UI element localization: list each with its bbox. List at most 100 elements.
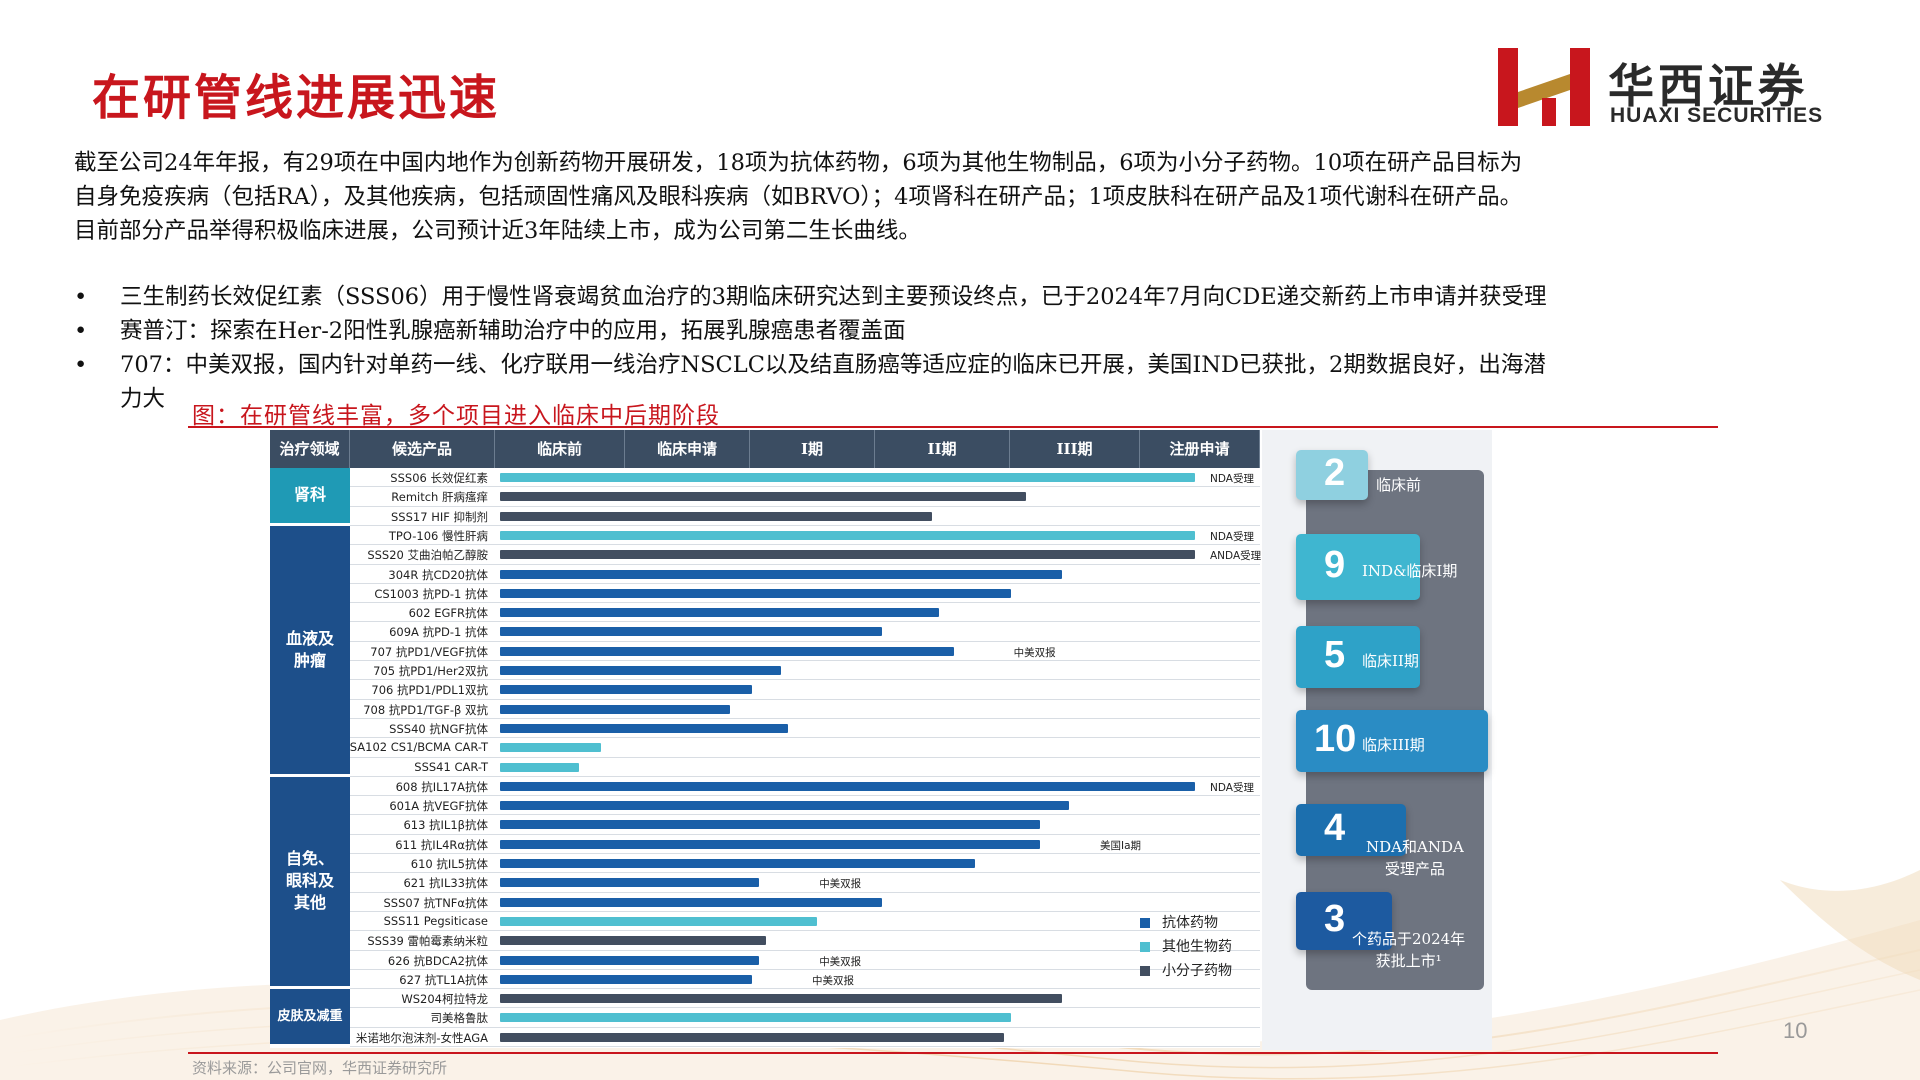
summary-label-line: IND&临床I期 [1362,562,1458,580]
summary-label-line: 临床III期 [1362,736,1425,754]
legend-swatch [1140,918,1150,928]
product-name: SSS41 CAR-T [414,759,488,774]
summary-label-line: NDA和ANDA [1366,838,1464,856]
progress-bar [500,839,1040,849]
bullet-dot: • [74,284,88,310]
table-header-cell: 候选产品 [350,430,495,468]
summary-box: 4 [1296,804,1406,856]
summary-label: 个药品于2024年 获批上市¹ [1352,928,1465,972]
summary-label: NDA和ANDA 受理产品 [1366,836,1464,880]
progress-bar [500,627,882,637]
progress-bar [500,743,601,753]
status-note: 中美双报 [812,974,854,987]
intro-paragraph: 截至公司24年年报，有29项在中国内地作为创新药物开展研发，18项为抗体药物，6… [74,146,1864,248]
legend-swatch [1140,966,1150,976]
progress-bar [500,801,1069,811]
progress-bar [500,994,1062,1004]
legend-label: 抗体药物 [1162,915,1218,931]
product-name: 304R 抗CD20抗体 [388,567,488,582]
progress-bar [500,492,1026,502]
summary-label-line: 获批上市¹ [1375,952,1442,970]
legend-item: 其他生物药 [1140,936,1232,956]
product-name: 621 抗IL33抗体 [403,876,488,891]
product-name: SSS11 Pegsiticase [383,913,488,928]
category-label: 血液及 [285,628,334,648]
summary-box: 5 [1296,626,1420,688]
bullet-item: • 赛普汀：探索在Her-2阳性乳腺癌新辅助治疗中的应用，拓展乳腺癌患者覆盖面 [74,314,1864,348]
category-label: 其他 [293,893,326,913]
summary-label-line: 个药品于2024年 [1352,930,1466,948]
product-name: Remitch 肝病瘙痒 [391,490,488,505]
product-name: 706 抗PD1/PDL1双抗 [371,683,488,698]
product-name: 611 抗IL4Rα抗体 [395,837,488,852]
product-name: 705 抗PD1/Her2双抗 [373,664,488,678]
progress-bar [500,762,580,772]
bullet-dot: • [74,352,88,378]
row-divider [350,891,1260,893]
status-note: 中美双报 [819,955,862,968]
progress-bar [500,511,932,521]
row-divider [350,853,1260,854]
table-header-cell: 治疗领域 [270,430,350,468]
table-header-cell: II期 [875,430,1010,468]
legend-label: 小分子药物 [1162,963,1232,979]
table-header-cell: I期 [750,430,875,468]
product-name: SSS17 HIF 抑制剂 [391,509,488,524]
legend-item: 小分子药物 [1140,960,1232,980]
progress-bar [500,473,1195,482]
progress-bar [500,530,1195,540]
row-divider [350,505,1260,507]
logo-english-name: HUAXI SECURITIES [1610,104,1824,127]
product-name: 601A 抗VEGF抗体 [389,799,488,814]
progress-bar [500,646,954,656]
figure-caption: 图：在研管线丰富，多个项目进入临床中后期阶段 [192,403,720,429]
bullet-continuation: 力大 [74,382,1864,416]
bullet-text: 三生制药长效促红素（SSS06）用于慢性肾衰竭贫血治疗的3期临床研究达到主要预设… [120,284,1547,310]
summary-count: 10 [1314,718,1357,760]
bullet-item: • 707：中美双报，国内针对单药一线、化疗联用一线治疗NSCLC以及结直肠癌等… [74,348,1864,382]
progress-bar [500,974,752,984]
table-header-cell: 注册申请 [1140,430,1260,468]
progress-bar [500,820,1040,830]
summary-label: 临床III期 [1362,734,1425,756]
summary-box: 3 [1296,892,1392,950]
summary-label: 临床II期 [1362,650,1419,672]
product-name: 609A 抗PD-1 抗体 [389,625,488,640]
progress-bar [500,685,752,695]
huaxi-logo-icon [1498,48,1590,126]
product-name: 707 抗PD1/VEGF抗体 [370,644,488,659]
category-cell: 血液及 肿瘤 [270,525,350,777]
intro-line: 截至公司24年年报，有29项在中国内地作为创新药物开展研发，18项为抗体药物，6… [74,150,1523,176]
row-divider [350,756,1260,758]
category-label: 眼科及 [285,871,334,891]
product-name: 602 EGFR抗体 [408,606,488,621]
row-divider [350,698,1260,700]
row-divider [350,640,1260,642]
summary-box: 9 [1296,534,1420,600]
progress-bar [500,666,781,675]
row-divider [350,679,1260,681]
summary-count: 5 [1324,634,1346,676]
product-name: 米诺地尔泡沫剂-女性AGA [355,1030,488,1045]
pipeline-summary: 2 临床前 9 IND&临床I期 5 临床II期 10 临床III期 4 NDA和ANDA 受理产品… [1262,430,1492,1050]
page-number: 10 [1783,1018,1808,1043]
row-divider [350,544,1260,546]
table-header-cell: III期 [1010,430,1140,468]
bullet-dot: • [74,318,88,344]
summary-count: 3 [1324,898,1346,940]
progress-bar [500,588,1012,598]
progress-bar [500,1013,1012,1023]
product-name: 司美格鲁肽 [430,1011,489,1026]
status-note: NDA受理 [1210,473,1254,485]
divider-bottom [188,1052,1718,1054]
summary-label: IND&临床I期 [1362,560,1457,582]
table-header-cell: 临床申请 [625,430,750,468]
page-title: 在研管线进展迅速 [92,70,501,126]
category-label: 肿瘤 [293,650,326,670]
summary-count: 4 [1324,807,1346,849]
product-name: 708 抗PD1/TGF-β 双抗 [363,702,488,717]
table-header: 治疗领域 候选产品 临床前 临床申请 I期 II期 III期 注册申请 [270,430,1260,468]
status-note: 中美双报 [819,878,862,891]
status-note: 美国Ia期 [1100,839,1142,852]
row-divider [350,988,1260,990]
